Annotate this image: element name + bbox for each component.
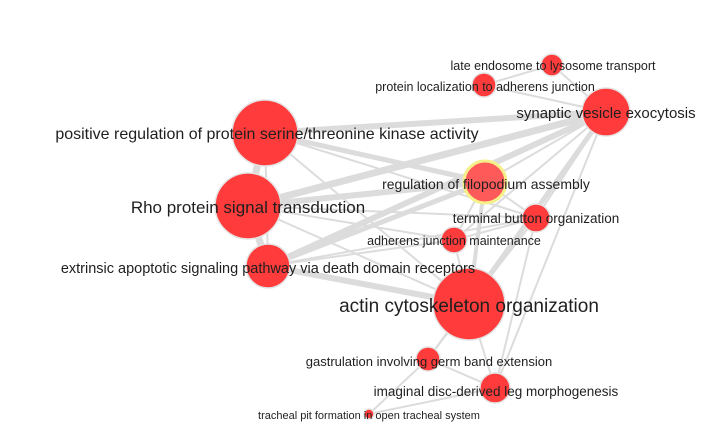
label-layer: late endosome to lysosome transport prote…: [55, 59, 695, 422]
node-label-adherens-maintenance: adherens junction maintenance: [367, 234, 541, 248]
node-terminal-button[interactable]: [521, 203, 551, 233]
edge-positive-regulation-terminal-button: [264, 132, 537, 219]
edge-extrinsic-apoptotic-regulation-filopodium: [265, 179, 488, 269]
edge-terminal-button-imaginal-disc: [494, 217, 537, 389]
node-regulation-filopodium[interactable]: [462, 159, 508, 205]
node-layer: [214, 53, 631, 420]
node-label-actin-cytoskeleton: actin cytoskeleton organization: [339, 296, 599, 317]
edge-extrinsic-apoptotic-adherens-maintenance: [267, 239, 455, 267]
node-tracheal-pit[interactable]: [363, 408, 375, 420]
edge-extrinsic-apoptotic-terminal-button: [267, 217, 537, 267]
node-label-tracheal-pit: tracheal pit formation in open tracheal …: [258, 410, 480, 422]
node-label-gastrulation: gastrulation involving germ band extensi…: [306, 354, 552, 369]
edge-positive-regulation-regulation-filopodium: [262, 130, 488, 185]
edge-rho-protein-actin-cytoskeleton: [247, 205, 470, 305]
edge-extrinsic-apoptotic-synaptic-vesicle: [265, 109, 609, 269]
edge-synaptic-vesicle-adherens-maintenance: [453, 111, 607, 241]
node-late-endosome[interactable]: [540, 53, 564, 77]
edge-gastrulation-tracheal-pit: [368, 358, 429, 415]
node-label-synaptic-vesicle: synaptic vesicle exocytosis: [516, 105, 695, 122]
node-extrinsic-apoptotic[interactable]: [245, 243, 291, 289]
edge-positive-regulation-synaptic-vesicle: [262, 109, 609, 136]
node-adherens-maintenance[interactable]: [440, 226, 468, 254]
edge-synaptic-vesicle-imaginal-disc: [494, 111, 607, 389]
node-label-late-endosome: late endosome to lysosome transport: [451, 59, 656, 73]
node-label-positive-regulation: positive regulation of protein serine/th…: [55, 126, 478, 143]
node-rho-protein[interactable]: [214, 172, 282, 240]
node-protein-localization[interactable]: [471, 72, 497, 98]
node-label-regulation-filopodium: regulation of filopodium assembly: [382, 176, 590, 192]
node-label-imaginal-disc: imaginal disc-derived leg morphogenesis: [374, 384, 619, 399]
node-gastrulation[interactable]: [415, 346, 441, 372]
node-synaptic-vesicle[interactable]: [581, 87, 631, 137]
node-label-protein-localization: protein localization to adherens junctio…: [375, 80, 595, 94]
node-label-rho-protein: Rho protein signal transduction: [131, 198, 365, 217]
node-imaginal-disc[interactable]: [479, 372, 511, 404]
edge-rho-protein-synaptic-vesicle: [244, 108, 610, 210]
edge-rho-protein-adherens-maintenance: [247, 205, 455, 241]
node-label-extrinsic-apoptotic: extrinsic apoptotic signaling pathway vi…: [61, 261, 475, 277]
node-label-terminal-button: terminal button organization: [453, 211, 620, 226]
node-positive-regulation[interactable]: [231, 99, 299, 167]
edge-imaginal-disc-tracheal-pit: [368, 387, 496, 415]
node-actin-cytoskeleton[interactable]: [432, 267, 506, 341]
